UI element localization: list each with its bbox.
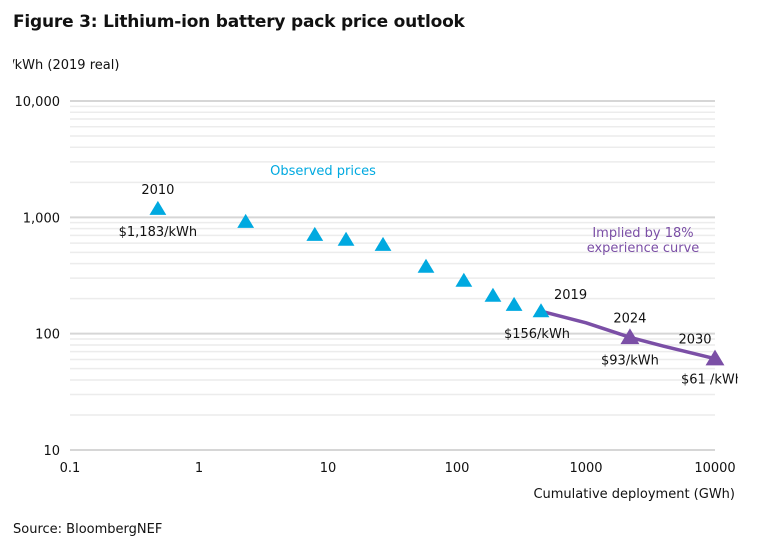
data-point-triangle: [337, 231, 355, 246]
data-point-triangle: [532, 303, 550, 318]
data-annotation: 2019: [554, 288, 587, 303]
y-axis-label: $/kWh (2019 real): [13, 58, 120, 73]
data-annotation: 2010: [141, 183, 174, 198]
data-point-triangle: [374, 236, 392, 251]
legend-observed-prices: Observed prices: [270, 164, 376, 179]
data-annotation: $61 /kWh: [681, 373, 743, 388]
data-point-triangle: [417, 258, 435, 273]
chart-title: Figure 3: Lithium-ion battery pack price…: [13, 12, 465, 32]
source-note: Source: BloombergNEF: [13, 522, 163, 537]
x-tick-label: 10000: [694, 461, 735, 476]
x-tick-label: 10: [320, 461, 337, 476]
x-tick-label: 0.1: [60, 461, 81, 476]
y-tick-label: 1,000: [23, 211, 60, 226]
data-point-triangle: [705, 349, 725, 366]
data-annotation: $93/kWh: [601, 353, 659, 368]
data-point-triangle: [306, 226, 324, 241]
data-point-triangle: [237, 213, 255, 228]
data-point-triangle: [620, 328, 640, 345]
right-clip: [738, 360, 769, 400]
y-tick-label: 100: [35, 328, 60, 343]
legend-experience-curve: Implied by 18%: [592, 226, 693, 241]
data-annotation: 2030: [678, 333, 711, 348]
x-tick-label: 100: [445, 461, 470, 476]
data-point-triangle: [505, 296, 523, 311]
data-annotation: $156/kWh: [504, 327, 570, 342]
data-annotation: 2024: [613, 311, 646, 326]
y-tick-label: 10,000: [15, 95, 61, 110]
x-tick-label: 1: [195, 461, 203, 476]
x-axis-label: Cumulative deployment (GWh): [533, 487, 735, 502]
legend-experience-curve: experience curve: [587, 241, 700, 256]
x-tick-label: 1000: [569, 461, 602, 476]
data-point-triangle: [484, 287, 502, 302]
data-annotation: $1,183/kWh: [119, 225, 198, 240]
y-tick-label: 10: [43, 444, 60, 459]
data-point-triangle: [455, 272, 473, 287]
data-point-triangle: [149, 200, 167, 215]
